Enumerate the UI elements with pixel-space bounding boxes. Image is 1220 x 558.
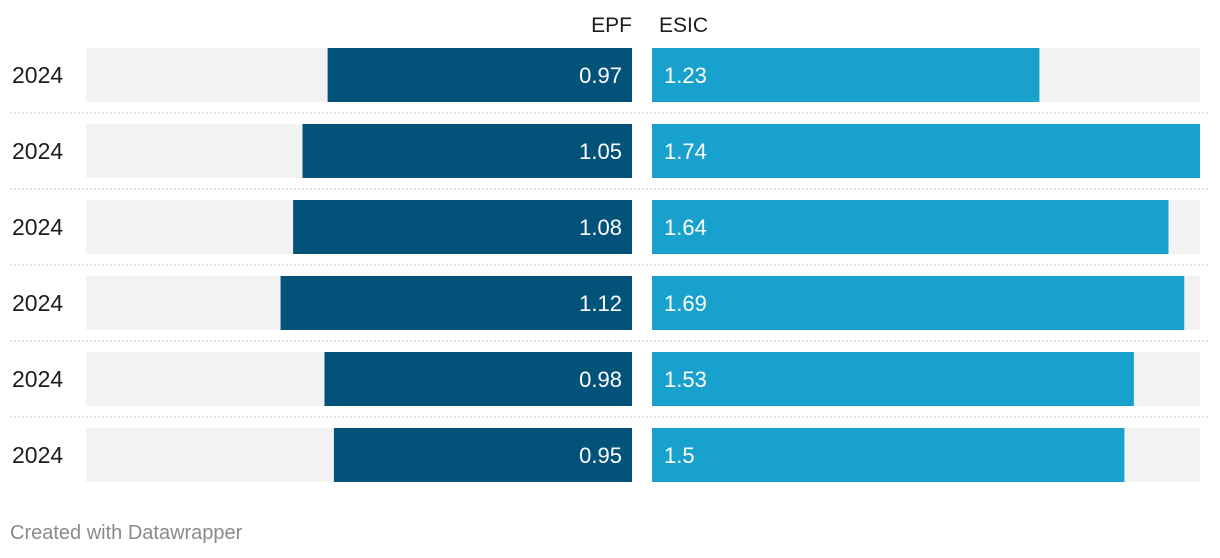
epf-bar[interactable] <box>327 48 632 102</box>
epf-value-label: 0.97 <box>579 63 622 88</box>
epf-bar[interactable] <box>333 428 632 482</box>
esic-bar[interactable] <box>652 428 1125 482</box>
epf-value-label: 1.08 <box>579 215 622 240</box>
row-label: 2024 <box>12 290 63 316</box>
row-label: 2024 <box>12 442 63 468</box>
esic-value-label: 1.5 <box>664 443 695 468</box>
esic-value-label: 1.53 <box>664 367 707 392</box>
esic-value-label: 1.69 <box>664 291 707 316</box>
row-label: 2024 <box>12 62 63 88</box>
esic-bar[interactable] <box>652 48 1040 102</box>
esic-value-label: 1.23 <box>664 63 707 88</box>
chart: EPF ESIC 2024 0.97 1.23 2024 1.05 1.74 2024 1.0… <box>10 14 1208 482</box>
esic-value-label: 1.74 <box>664 139 707 164</box>
epf-value-label: 0.98 <box>579 367 622 392</box>
row-label: 2024 <box>12 214 63 240</box>
epf-bar[interactable] <box>302 124 632 178</box>
epf-value-label: 1.05 <box>579 139 622 164</box>
footer-credit[interactable]: Created with Datawrapper <box>10 522 243 544</box>
row-label: 2024 <box>12 366 63 392</box>
epf-column-header: EPF <box>591 14 632 37</box>
esic-bar[interactable] <box>652 352 1134 406</box>
esic-value-label: 1.64 <box>664 215 707 240</box>
esic-bar[interactable] <box>652 276 1185 330</box>
epf-bar[interactable] <box>324 352 632 406</box>
esic-bar[interactable] <box>652 200 1169 254</box>
epf-value-label: 1.12 <box>579 291 622 316</box>
epf-bar[interactable] <box>293 200 632 254</box>
epf-value-label: 0.95 <box>579 443 622 468</box>
epf-bar[interactable] <box>280 276 632 330</box>
row-label: 2024 <box>12 138 63 164</box>
esic-column-header: ESIC <box>659 14 708 37</box>
chart-rows: 2024 0.97 1.23 2024 1.05 1.74 2024 1.08 1.64 2024… <box>10 48 1208 482</box>
esic-bar[interactable] <box>652 124 1200 178</box>
